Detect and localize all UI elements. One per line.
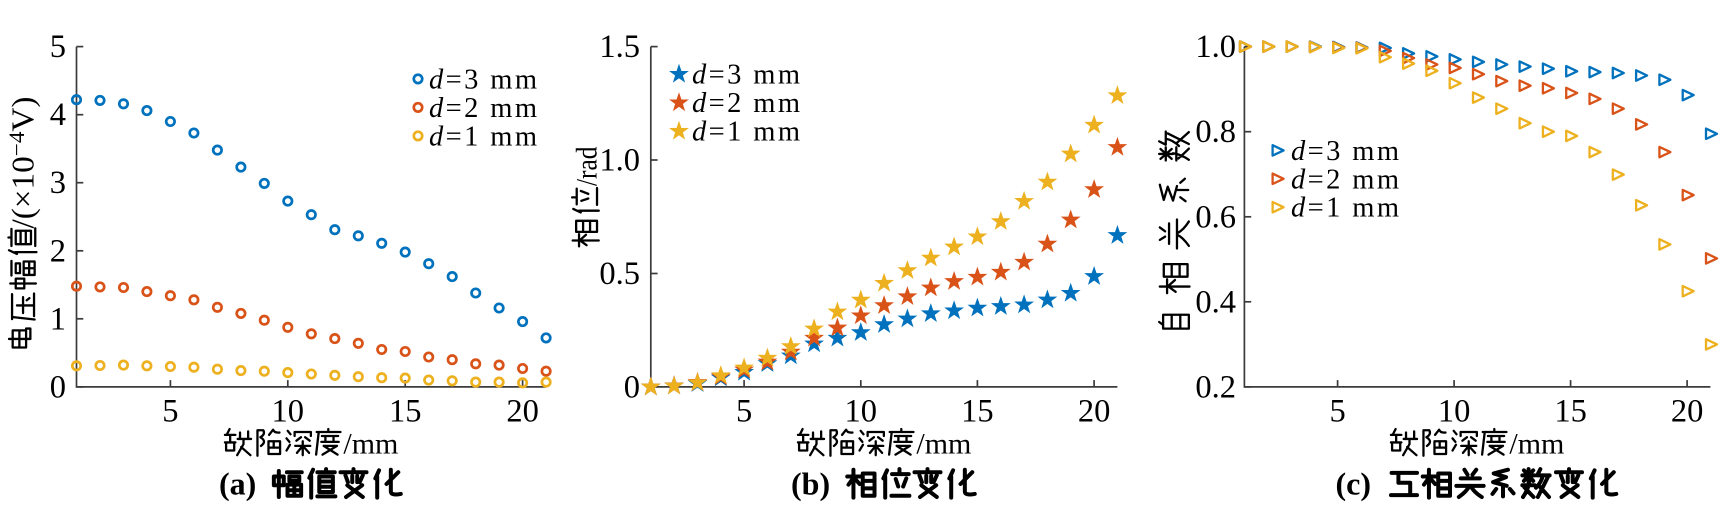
svg-text:(b): (b): [791, 466, 830, 502]
svg-text:d=2 mm: d=2 mm: [1291, 164, 1399, 195]
svg-text:1.0: 1.0: [1195, 29, 1236, 65]
svg-text:4: 4: [50, 97, 66, 133]
svg-text:0.4: 0.4: [1195, 284, 1236, 320]
svg-text:d=3 mm: d=3 mm: [1291, 136, 1399, 167]
svg-text:/mm: /mm: [343, 428, 398, 461]
svg-text:5: 5: [50, 29, 66, 65]
svg-text:15: 15: [389, 394, 422, 430]
svg-text:d=2 mm: d=2 mm: [429, 93, 537, 124]
svg-text:1: 1: [50, 301, 66, 337]
svg-text:d=2 mm: d=2 mm: [692, 88, 800, 119]
svg-text:3: 3: [50, 165, 66, 201]
svg-text:(a): (a): [219, 466, 256, 502]
svg-text:0.6: 0.6: [1195, 199, 1236, 235]
svg-text:1.0: 1.0: [599, 143, 640, 179]
svg-text:10: 10: [1438, 394, 1471, 430]
svg-text:/rad: /rad: [571, 147, 604, 187]
svg-text:15: 15: [961, 394, 994, 430]
svg-text:0.5: 0.5: [599, 256, 640, 292]
svg-text:5: 5: [1329, 394, 1345, 430]
svg-text:20: 20: [506, 394, 539, 430]
svg-text:d=3 mm: d=3 mm: [429, 64, 537, 95]
svg-text:0.2: 0.2: [1195, 369, 1236, 405]
svg-text:0: 0: [624, 369, 640, 405]
svg-text:5: 5: [162, 394, 178, 430]
svg-text:/(×10−4V): /(×10−4V): [4, 97, 41, 229]
svg-text:5: 5: [736, 394, 752, 430]
svg-text:0: 0: [50, 369, 66, 405]
svg-text:20: 20: [1671, 394, 1704, 430]
svg-text:/mm: /mm: [916, 428, 971, 461]
svg-text:10: 10: [272, 394, 305, 430]
svg-text:d=1 mm: d=1 mm: [429, 121, 537, 152]
svg-text:d=3 mm: d=3 mm: [692, 60, 800, 91]
svg-text:15: 15: [1554, 394, 1587, 430]
svg-text:(c): (c): [1336, 466, 1372, 502]
svg-text:20: 20: [1078, 394, 1111, 430]
svg-text:d=1 mm: d=1 mm: [1291, 193, 1399, 224]
svg-text:0.8: 0.8: [1195, 114, 1236, 150]
svg-text:d=1 mm: d=1 mm: [692, 117, 800, 148]
svg-text:/mm: /mm: [1509, 428, 1564, 461]
svg-text:1.5: 1.5: [599, 29, 640, 65]
svg-text:10: 10: [845, 394, 878, 430]
svg-text:2: 2: [50, 233, 66, 269]
